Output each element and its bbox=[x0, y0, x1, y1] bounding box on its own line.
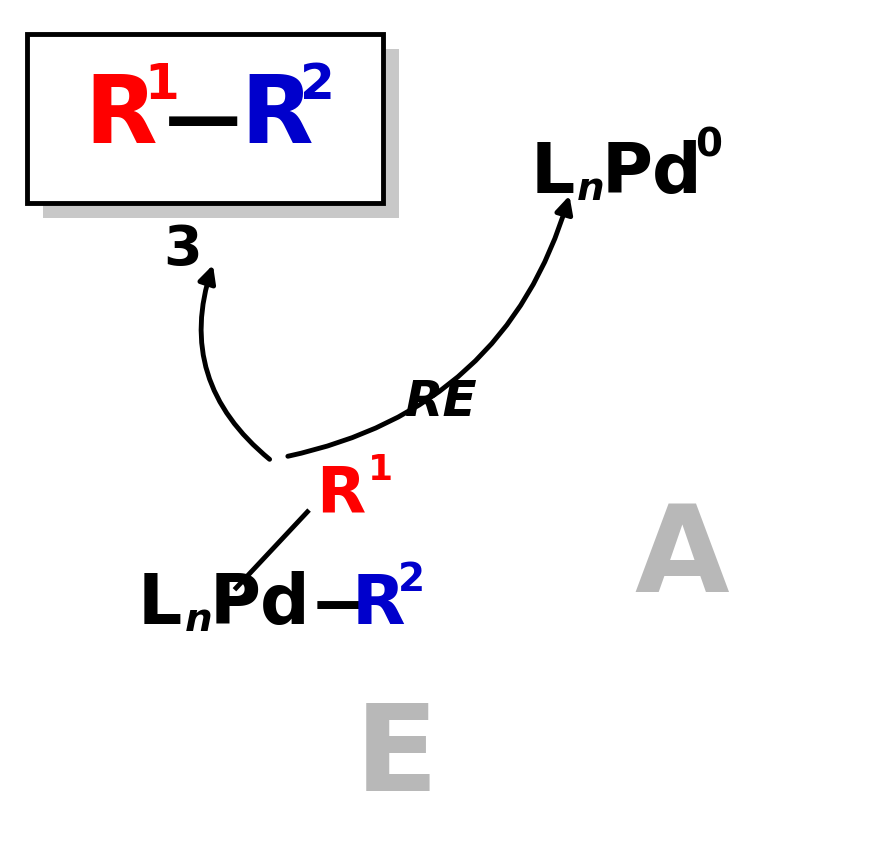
Text: Pd: Pd bbox=[209, 571, 310, 639]
Text: R: R bbox=[316, 464, 365, 526]
Text: L: L bbox=[138, 571, 183, 639]
Text: 0: 0 bbox=[695, 127, 722, 164]
Text: RE: RE bbox=[405, 378, 478, 426]
Text: 2: 2 bbox=[300, 61, 335, 108]
Text: 1: 1 bbox=[144, 61, 179, 108]
FancyArrowPatch shape bbox=[200, 270, 270, 459]
Text: —: — bbox=[165, 84, 241, 158]
Text: 1: 1 bbox=[368, 453, 393, 486]
FancyBboxPatch shape bbox=[27, 34, 383, 203]
Text: −: − bbox=[309, 574, 367, 641]
Text: 3: 3 bbox=[163, 222, 202, 277]
Text: A: A bbox=[634, 500, 729, 617]
Text: E: E bbox=[355, 699, 438, 816]
Text: L: L bbox=[530, 140, 575, 207]
Text: n: n bbox=[576, 170, 604, 207]
Text: 2: 2 bbox=[398, 561, 425, 598]
Text: n: n bbox=[184, 602, 212, 639]
FancyArrowPatch shape bbox=[288, 201, 571, 456]
Text: R: R bbox=[85, 71, 158, 162]
Text: R: R bbox=[241, 71, 314, 162]
FancyBboxPatch shape bbox=[43, 49, 399, 218]
Text: R: R bbox=[352, 571, 405, 639]
Text: Pd: Pd bbox=[601, 140, 702, 207]
